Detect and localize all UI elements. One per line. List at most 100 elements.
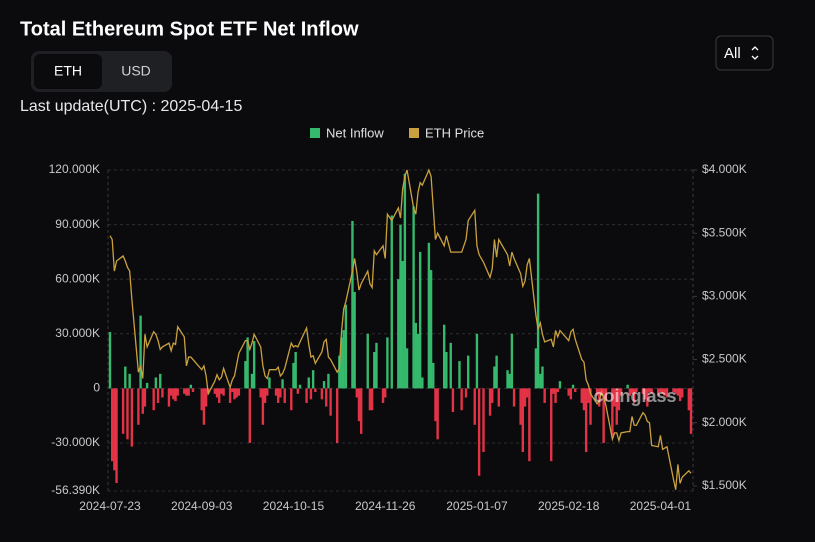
bar — [687, 388, 691, 411]
y-tick-label: 60.000K — [55, 271, 100, 285]
bar — [541, 366, 544, 389]
bar — [279, 388, 282, 398]
bar — [412, 206, 415, 389]
legend-swatch — [409, 128, 419, 138]
bar — [290, 388, 293, 411]
bar — [571, 384, 575, 389]
range-label[interactable]: All — [724, 45, 741, 62]
bar — [338, 355, 341, 389]
bar — [202, 388, 206, 425]
bar — [663, 388, 666, 396]
bar — [266, 388, 269, 396]
bar — [353, 291, 356, 389]
bar — [397, 279, 400, 389]
y2-tick-label: $4.000K — [702, 162, 747, 176]
bar — [124, 366, 127, 389]
toggle-eth[interactable] — [34, 54, 102, 89]
bar — [589, 388, 592, 425]
bar — [185, 388, 188, 396]
bar — [539, 373, 542, 389]
range-select[interactable] — [715, 35, 774, 71]
bar — [283, 388, 286, 403]
bar — [248, 388, 251, 443]
bar — [307, 377, 310, 389]
bar — [442, 324, 446, 389]
bar — [159, 373, 162, 389]
legend-label: ETH Price — [425, 125, 484, 140]
bar — [619, 388, 623, 396]
bar — [626, 384, 629, 389]
y2-tick-label: $2.000K — [702, 415, 747, 429]
bar — [650, 388, 653, 394]
bar — [523, 388, 527, 407]
bar — [635, 388, 638, 393]
bar — [482, 388, 485, 453]
bar — [183, 388, 186, 394]
bar — [464, 388, 468, 398]
bar — [567, 388, 570, 396]
y2-tick-label: $3.500K — [702, 225, 747, 239]
toggle-label[interactable]: USD — [121, 63, 151, 79]
bar — [281, 379, 284, 389]
bar — [366, 333, 369, 389]
bar — [672, 388, 675, 393]
bar — [108, 331, 112, 389]
bar — [189, 384, 193, 389]
bar — [298, 384, 302, 389]
bar — [340, 337, 343, 389]
bar — [414, 322, 417, 389]
bar — [128, 373, 131, 389]
bar — [390, 215, 393, 389]
bar — [329, 388, 332, 416]
bar — [386, 337, 389, 389]
bar — [434, 388, 437, 422]
bar — [460, 388, 463, 411]
y2-tick-label: $2.500K — [702, 352, 747, 366]
bar — [231, 388, 234, 393]
bar — [355, 388, 359, 398]
x-tick-label: 2025-04-01 — [630, 499, 692, 513]
bar — [633, 388, 636, 403]
y-tick-label: 90.000K — [55, 217, 100, 231]
bar — [665, 388, 669, 398]
bar — [169, 388, 173, 396]
bar — [525, 388, 529, 398]
bar — [145, 382, 149, 389]
bar — [375, 342, 378, 389]
toggle-label[interactable]: ETH — [54, 63, 82, 79]
bar — [152, 388, 155, 411]
bar — [244, 361, 247, 389]
bar — [373, 351, 376, 389]
bar — [405, 348, 409, 389]
bar — [276, 388, 280, 403]
select-icon — [751, 46, 759, 60]
bar — [191, 388, 195, 393]
bar — [252, 341, 256, 389]
bar — [598, 388, 601, 407]
watermark: coinglass — [593, 386, 676, 406]
bar — [261, 388, 265, 425]
chart-title: Total Ethereum Spot ETF Net Inflow — [20, 18, 359, 40]
bar — [274, 388, 278, 396]
bar — [554, 388, 557, 403]
bar — [689, 388, 693, 434]
bar — [143, 388, 147, 407]
bar — [305, 388, 308, 403]
bar — [681, 388, 684, 398]
x-tick-label: 2024-07-23 — [79, 499, 141, 513]
bar — [154, 377, 158, 389]
bar — [370, 388, 374, 411]
bar — [172, 388, 175, 400]
bar — [508, 373, 511, 389]
bar — [648, 388, 651, 393]
bar — [491, 388, 494, 403]
y-tick-label: -56.390K — [51, 483, 100, 497]
bar — [403, 173, 407, 389]
bar — [643, 388, 647, 400]
bar — [569, 388, 573, 400]
bar — [263, 388, 267, 403]
bar — [187, 388, 190, 396]
bar — [582, 388, 586, 411]
x-tick-label: 2024-09-03 — [171, 499, 233, 513]
bar — [399, 224, 402, 389]
